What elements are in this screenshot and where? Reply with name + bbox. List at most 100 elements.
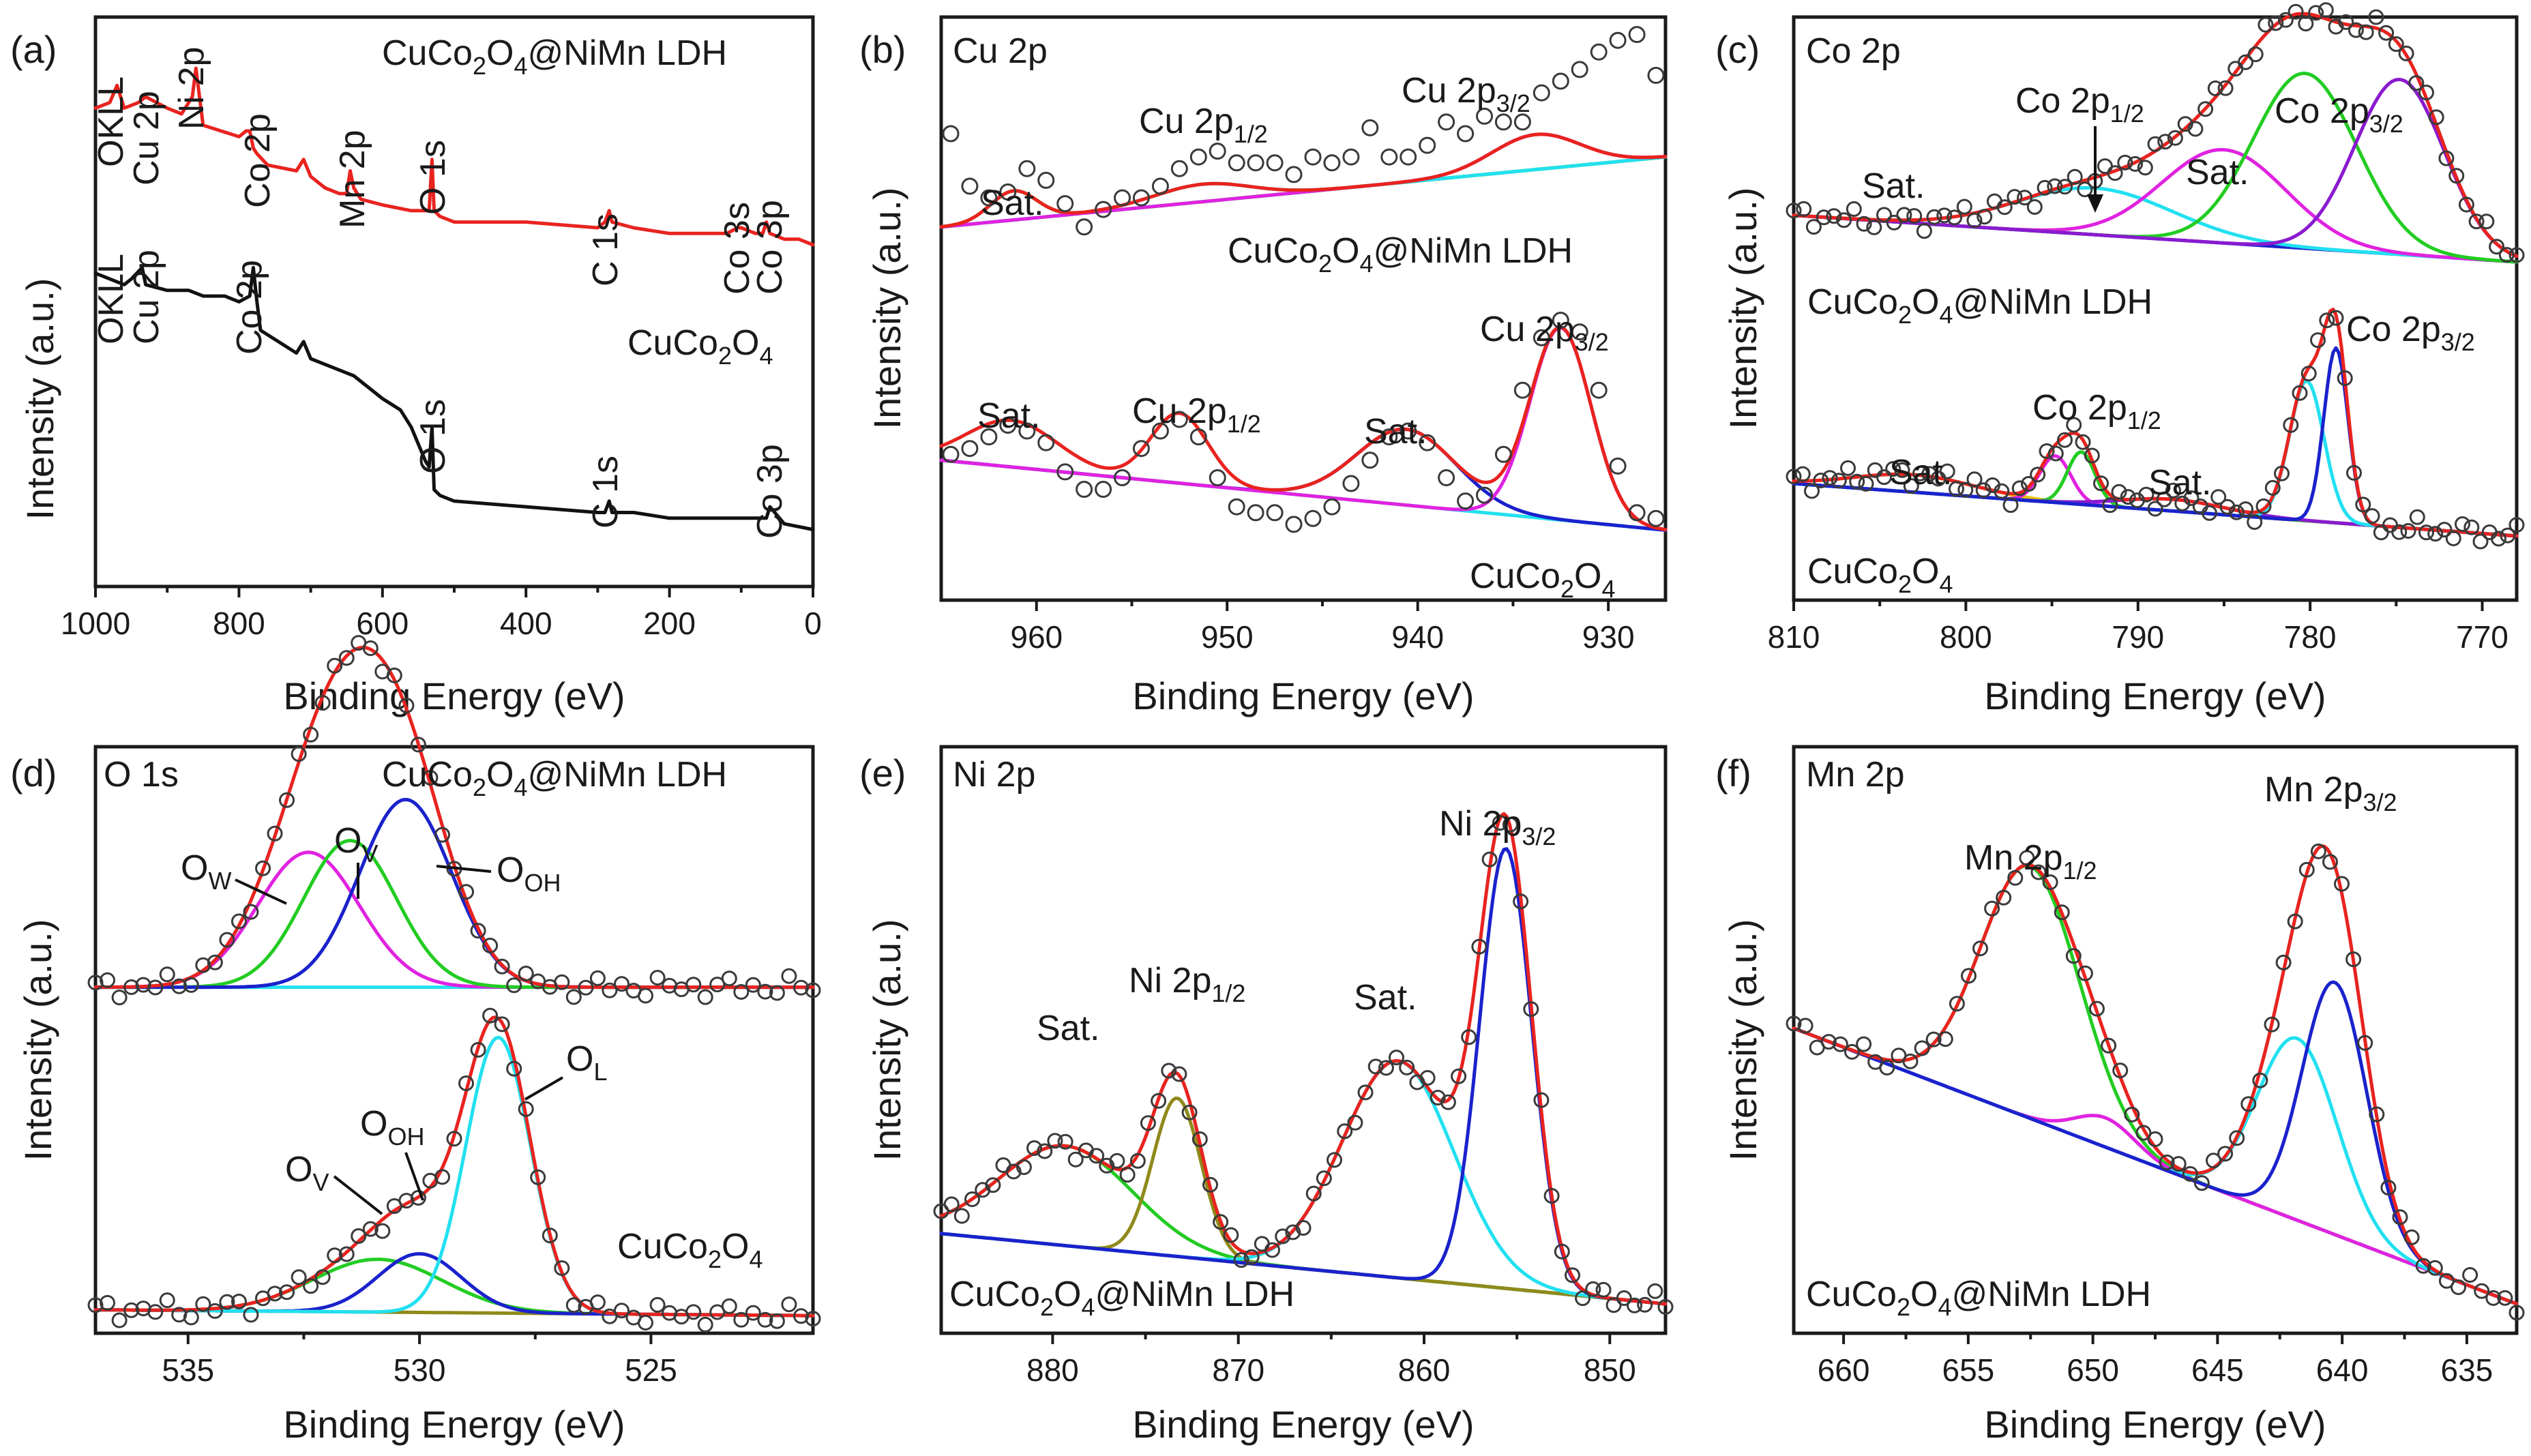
e-data-point [943, 1196, 960, 1213]
c-upper-data-point [2318, 2, 2334, 18]
d-upper-data-point [793, 979, 809, 996]
c-upper-data-point [1916, 223, 1932, 239]
panel-d-plot-frame [93, 745, 815, 1335]
c-lower-data-point [2030, 466, 2046, 483]
c-lower-data-point [2427, 526, 2444, 542]
b-upper-data-point [1533, 84, 1550, 102]
b-upper-envelope [939, 132, 1668, 228]
panel-a-survey: (a) Intensity (a.u.) Binding Energy (eV)… [10, 15, 822, 717]
e-data-point [1657, 1298, 1674, 1315]
d-lower-data-point [769, 1313, 785, 1329]
b-upper-sat: Sat. [981, 183, 1044, 223]
b-lower-sat2-peak [939, 427, 1668, 532]
panel-c-co2p: (c) Co 2p Intensity (a.u.) Binding Energ… [1715, 2, 2525, 717]
panel-e-ni2p: (e) Ni 2p Intensity (a.u.) Binding Energ… [859, 745, 1674, 1446]
c-lower-data-point [2283, 417, 2299, 433]
x-tick-label: 635 [2441, 1352, 2493, 1388]
d-lower-data-point [303, 1278, 319, 1294]
d-upper-data-point [745, 977, 761, 993]
d-lower-data-point [518, 1101, 534, 1117]
x-tick-label: 790 [2112, 619, 2164, 655]
d-lower-data-point [338, 1246, 355, 1262]
d-lower-data-point [542, 1228, 558, 1244]
d-lower-data-point [589, 1294, 606, 1311]
f-data-point [1797, 1017, 1814, 1034]
c-lower-data-point [1794, 466, 1811, 482]
x-tick-label: 960 [1010, 619, 1063, 655]
a-lower-c1s: C 1s [586, 456, 625, 529]
e-data-point [1089, 1148, 1105, 1164]
c-upper-data-point [2157, 134, 2174, 150]
c-upper-data-point [2067, 168, 2083, 185]
d-upper-data-point [159, 966, 175, 983]
f-data-point [2474, 1283, 2490, 1299]
f-data-point [2369, 1106, 2385, 1123]
panel-f-xlabel: Binding Energy (eV) [1984, 1403, 2326, 1446]
b-upper-data-point [1247, 154, 1264, 172]
c-lower-data-point [2300, 366, 2317, 382]
e-data-point [1295, 1220, 1312, 1236]
f-data-point [1786, 1015, 1802, 1032]
survey-line-ldh [93, 66, 815, 247]
b-lower-data-point [1037, 434, 1055, 451]
c-upper-data-point [2137, 160, 2153, 176]
f-data-point [2042, 874, 2058, 891]
e-data-point [1151, 1093, 1167, 1109]
c-upper-data-point [2348, 22, 2364, 38]
f-peak-4 [1792, 980, 2519, 1306]
x-tick-label: 0 [804, 606, 822, 641]
c-upper-data-point [2388, 36, 2404, 53]
x-tick-label: 525 [625, 1352, 677, 1388]
e-data-point [1285, 1224, 1301, 1240]
panel-b-xlabel: Binding Energy (eV) [1132, 674, 1474, 717]
c-upper-data-point [2418, 85, 2434, 101]
panel-c-ylabel: Intensity (a.u.) [1721, 188, 1764, 430]
c-arrow-head [2087, 194, 2103, 213]
x-tick-label: 770 [2456, 619, 2508, 655]
panel-e-plot-frame [939, 745, 1668, 1335]
c-lower-data-point [1939, 463, 1955, 479]
c-lower-data-point [1903, 478, 1919, 494]
d-upper-data-point [303, 726, 319, 743]
e-data-point [1202, 1176, 1218, 1193]
b-upper-data-point [1400, 148, 1417, 166]
c-lower-data-point [2455, 516, 2470, 532]
e-data-point [1233, 1252, 1249, 1268]
f-data-point [2182, 1165, 2198, 1182]
c-lower-data-point [2011, 480, 2028, 496]
b-lower-data-point [1494, 445, 1512, 463]
d-upper-data-point [649, 970, 666, 986]
b-upper-data-point [1438, 113, 1455, 131]
e-data-point [1327, 1152, 1342, 1168]
b-upper-data-point [1170, 160, 1188, 177]
b-lower-cu2p12: Cu 2p1/2 [1132, 391, 1261, 438]
e-envelope [939, 812, 1668, 1306]
c-lower-data-point [1885, 461, 1901, 477]
e-data-point [1243, 1249, 1260, 1265]
c-lower-data-point [2491, 531, 2506, 547]
b-lower-data-point [1323, 498, 1341, 516]
e-data-point [1637, 1296, 1653, 1313]
d-upper-data-point [386, 667, 402, 683]
d-lower-data-point [111, 1312, 128, 1328]
a-lower-co2p: Co 2p [230, 260, 269, 355]
c-upper-data-point [1796, 200, 1812, 217]
c-lower-data-point [1975, 482, 1992, 499]
d-lower-data-point [207, 1303, 223, 1319]
b-lower-p32-peak [939, 325, 1668, 532]
e-data-point [1316, 1170, 1332, 1187]
b-lower-envelope [939, 325, 1668, 532]
panel-a-ylabel: Intensity (a.u.) [18, 278, 61, 520]
b-lower-data-point [1209, 469, 1226, 486]
b-lower-data-point [942, 445, 960, 463]
b-upper-data-point [1323, 154, 1341, 172]
panel-c-ticks: 810 800 790 780 770 [1768, 600, 2508, 655]
panel-c-series [1786, 2, 2525, 550]
e-data-point [1627, 1297, 1642, 1313]
e-data-point [1419, 1070, 1436, 1086]
b-upper-legend: CuCo2O4@NiMn LDH [1228, 231, 1573, 278]
b-lower-data-point [1609, 457, 1627, 475]
panel-f-label: (f) [1715, 752, 1751, 794]
d-upper-data-point [100, 972, 115, 988]
e-data-point [1399, 1059, 1415, 1075]
